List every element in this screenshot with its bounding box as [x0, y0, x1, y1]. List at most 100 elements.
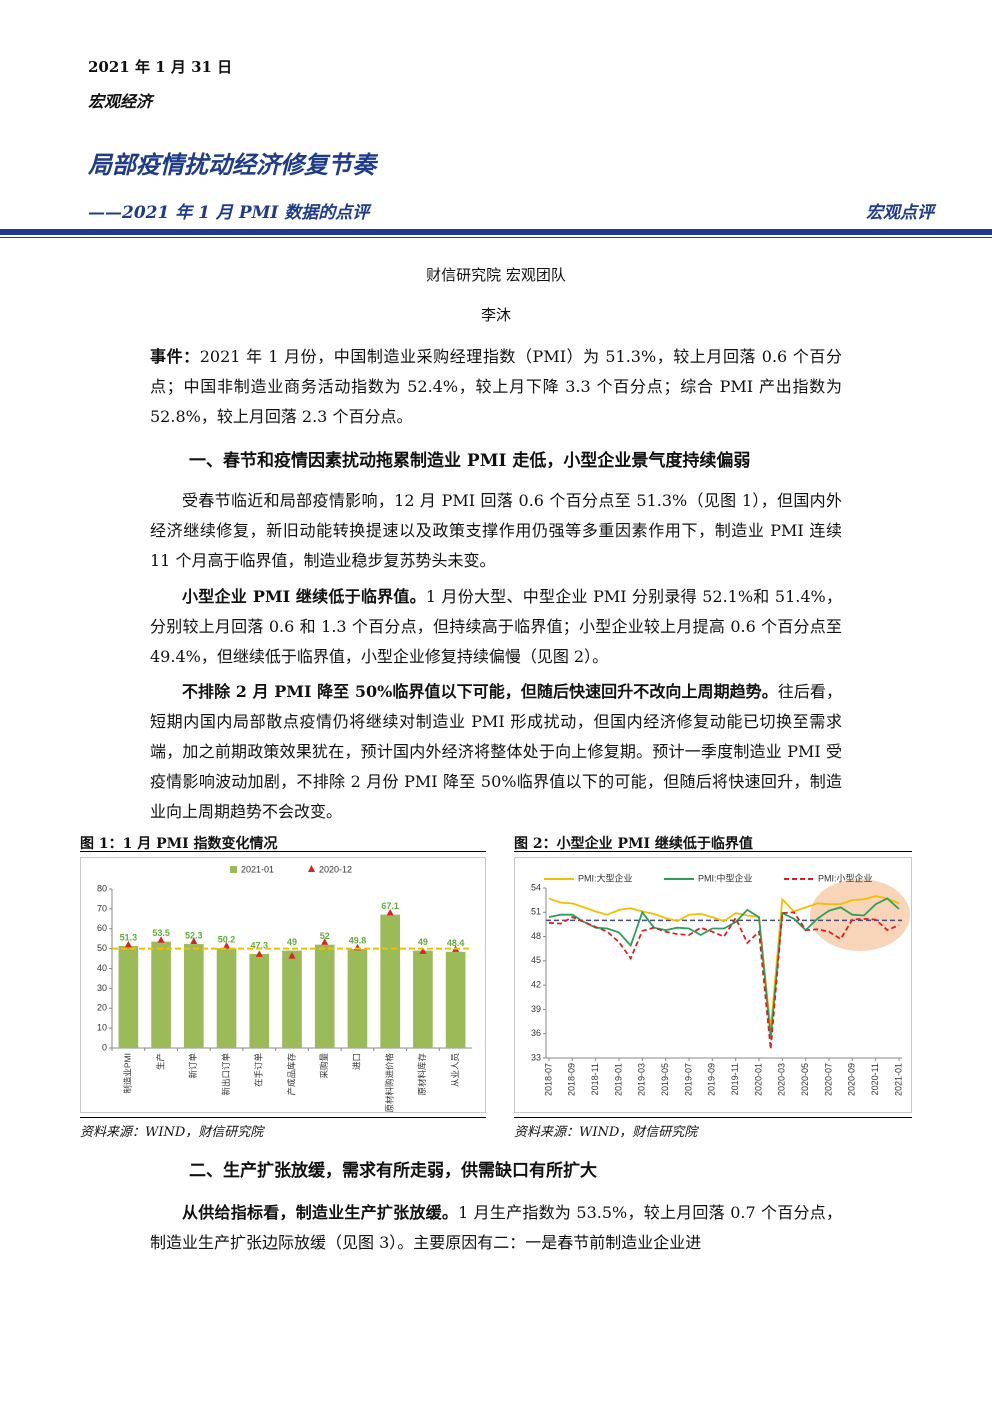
bar — [347, 949, 368, 1048]
y-tick-label: 40 — [97, 963, 107, 973]
y-tick-label: 50 — [97, 943, 107, 953]
bar — [445, 951, 466, 1048]
title: 局部疫情扰动经济修复节奏 — [88, 150, 376, 179]
source: 资料来源：WIND，财信研究院 — [514, 1125, 698, 1140]
y-tick-label: 0 — [102, 1042, 107, 1052]
y-tick-label: 70 — [97, 903, 107, 913]
marker — [124, 940, 132, 948]
header-rule — [0, 237, 992, 238]
y-tick-label: 36 — [531, 1028, 541, 1038]
marker — [419, 947, 427, 954]
y-tick-label: 20 — [97, 1003, 107, 1013]
heading: 一、春节和疫情因素扰动拖累制造业 PMI 走低，小型企业景气度持续偏弱 — [189, 451, 751, 471]
marker — [223, 942, 231, 949]
text: 1 月生产指数为 53.5%，较上月回落 0.7 个百分点，制造业生产扩张边际放… — [150, 1203, 842, 1252]
x-tick-label: 在手订单 — [254, 1053, 264, 1088]
x-tick-label: 2020-03 — [777, 1063, 787, 1096]
paragraph: 小型企业 PMI 继续低于临界值。1 月份大型、中型企业 PMI 分别录得 52… — [150, 582, 842, 672]
source: 资料来源：WIND，财信研究院 — [80, 1125, 264, 1140]
x-tick-label: 2019-09 — [707, 1063, 717, 1096]
paragraph: 从供给指标看，制造业生产扩张放缓。1 月生产指数为 53.5%，较上月回落 0.… — [150, 1198, 842, 1258]
chart: 33 36 39 42 45 48 51 54 2018-07 2018-09 2018-11 201… — [514, 857, 912, 1113]
lead: 从供给指标看，制造业生产扩张放缓。 — [182, 1203, 459, 1222]
x-tick-label: 2019-01 — [613, 1063, 623, 1096]
caption-rule — [80, 851, 486, 852]
x-tick-label: 2019-05 — [660, 1063, 670, 1096]
lead: 事件： — [150, 347, 200, 366]
x-tick-label: 生产 — [155, 1053, 165, 1070]
chart-frame — [80, 857, 486, 1113]
x-tick-label: 进口 — [352, 1053, 362, 1070]
source-rule — [80, 1117, 486, 1118]
category: 宏观经济 — [88, 92, 153, 111]
date: 2021 年 1 月 31 日 — [88, 58, 233, 76]
x-tick-label: 2019-03 — [637, 1063, 647, 1096]
source-rule — [514, 1117, 912, 1118]
y-tick-label: 54 — [531, 882, 541, 892]
y-tick-label: 10 — [97, 1023, 107, 1033]
line — [548, 897, 900, 1038]
marker — [255, 950, 263, 957]
value-label: 49 — [287, 937, 297, 947]
x-tick-label: 2019-11 — [730, 1063, 740, 1095]
x-tick-label: 原材料购进价格 — [384, 1053, 394, 1113]
author: 李沐 — [480, 306, 511, 324]
x-tick-label: 2018-09 — [567, 1063, 577, 1096]
chart: 0 10 20 30 40 50 60 70 80 制造业PMI 生产 新订单 新出口订单 在手订单 产成品… — [80, 857, 486, 1113]
x-tick-label: 新订单 — [188, 1053, 198, 1079]
bar — [314, 944, 335, 1048]
value-label: 47.3 — [251, 940, 269, 950]
value-label: 67.1 — [381, 901, 399, 911]
line — [548, 895, 900, 1030]
text: 1 月份大型、中型企业 PMI 分别录得 52.1%和 51.4%，分别较上月回… — [150, 587, 842, 666]
marker — [190, 937, 198, 944]
x-tick-label: 2020-07 — [823, 1063, 833, 1096]
author-team: 财信研究院 宏观团队 — [426, 266, 566, 284]
x-tick-label: 新出口订单 — [221, 1053, 231, 1096]
value-label: 50.2 — [218, 935, 236, 945]
y-tick-label: 39 — [531, 1004, 541, 1014]
legend-swatch — [230, 866, 237, 873]
value-label: 52.3 — [185, 930, 203, 940]
legend-label: PMI:中型企业 — [698, 872, 753, 883]
bar — [282, 950, 302, 1048]
text: 受春节临近和局部疫情影响，12 月 PMI 回落 0.6 个百分点至 51.3%… — [150, 491, 842, 570]
bar — [151, 941, 171, 1048]
y-tick-label: 60 — [97, 923, 107, 933]
bar — [413, 950, 433, 1048]
caption-rule — [514, 851, 912, 852]
subtitle: ——2021 年 1 月 PMI 数据的点评 — [88, 203, 370, 223]
figure-caption: 图 1：1 月 PMI 指数变化情况 — [80, 836, 278, 852]
bar — [249, 953, 270, 1048]
text: 2021 年 1 月份，中国制造业采购经理指数（PMI）为 51.3%，较上月回… — [150, 347, 842, 426]
marker — [321, 938, 329, 945]
x-tick-label: 采购量 — [319, 1053, 329, 1079]
figure-caption: 图 2：小型企业 PMI 继续低于临界值 — [514, 836, 753, 852]
y-tick-label: 45 — [531, 955, 541, 965]
legend-label: PMI:小型企业 — [818, 872, 873, 883]
x-tick-label: 2018-07 — [543, 1063, 553, 1096]
marker — [288, 952, 296, 959]
value-label: 49.8 — [349, 935, 367, 945]
x-tick-label: 2020-11 — [870, 1063, 880, 1095]
x-tick-label: 制造业PMI — [123, 1053, 133, 1094]
lead: 小型企业 PMI 继续低于临界值。 — [182, 587, 426, 606]
value-label: 51.3 — [120, 932, 138, 942]
bar — [118, 946, 139, 1048]
legend-label: PMI:大型企业 — [578, 872, 633, 883]
tag: 宏观点评 — [866, 203, 934, 223]
x-tick-label: 从业人员 — [450, 1053, 460, 1087]
paragraph: 受春节临近和局部疫情影响，12 月 PMI 回落 0.6 个百分点至 51.3%… — [150, 486, 842, 576]
x-tick-label: 产成品库存 — [286, 1053, 296, 1096]
lead: 不排除 2 月 PMI 降至 50%临界值以下可能，但随后快速回升不改向上周期趋… — [182, 682, 778, 701]
chart-frame — [514, 857, 912, 1113]
value-label: 49 — [418, 937, 428, 947]
y-tick-label: 42 — [531, 980, 541, 990]
y-tick-label: 33 — [531, 1052, 541, 1062]
x-tick-label: 2020-05 — [800, 1063, 810, 1096]
x-tick-label: 2020-09 — [847, 1063, 857, 1096]
bar — [184, 944, 204, 1048]
text: 往后看，短期内国内局部散点疫情仍将继续对制造业 PMI 形成扰动，但国内经济修复… — [150, 682, 842, 821]
value-label: 48.4 — [447, 938, 465, 948]
